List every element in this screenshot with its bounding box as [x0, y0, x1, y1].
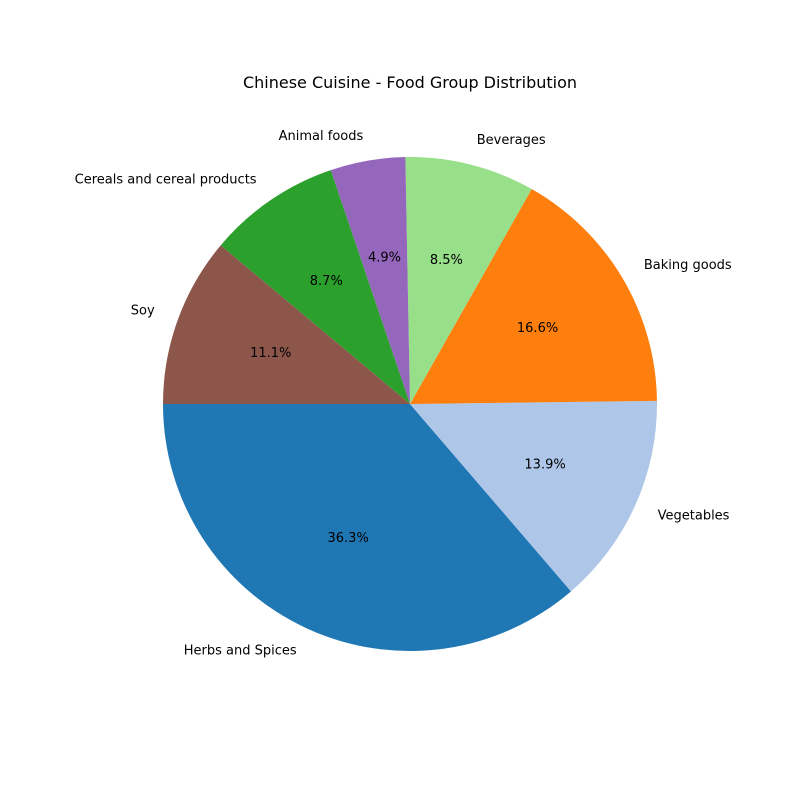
- pie-slice-herbs-and-spices: [163, 404, 571, 652]
- pie-percent-label: 11.1%: [250, 346, 291, 361]
- pie-percent-labels: 36.3% 13.9% 16.6% 8.5% 4.9% 8.7% 11.1%: [250, 251, 566, 547]
- pie-percent-label: 8.7%: [310, 274, 343, 289]
- pie-percent-label: 13.9%: [524, 457, 565, 472]
- pie-category-label: Soy: [131, 304, 155, 319]
- pie-slice-baking-goods: [410, 189, 657, 404]
- pie-category-label: Beverages: [477, 133, 546, 148]
- pie-category-label: Animal foods: [279, 129, 364, 144]
- pie-category-label: Herbs and Spices: [184, 643, 297, 658]
- pie-slices: [163, 156, 657, 652]
- pie-slice-animal-foods: [330, 157, 410, 404]
- pie-percent-label: 8.5%: [430, 253, 463, 268]
- pie-category-label: Cereals and cereal products: [75, 172, 257, 187]
- pie-slice-vegetables: [410, 400, 657, 592]
- chart-title: Chinese Cuisine - Food Group Distributio…: [243, 73, 577, 92]
- pie-category-labels: Herbs and Spices Vegetables Baking goods Be…: [75, 129, 732, 659]
- pie-slice-cereals-and-cereal-products: [220, 170, 410, 404]
- pie-slice-soy: [163, 245, 410, 404]
- pie-percent-label: 4.9%: [368, 251, 401, 266]
- pie-category-label: Vegetables: [658, 508, 730, 523]
- pie-percent-label: 36.3%: [328, 531, 369, 546]
- pie-percent-label: 16.6%: [517, 321, 558, 336]
- pie-category-label: Baking goods: [644, 258, 732, 273]
- pie-slice-beverages: [405, 156, 532, 404]
